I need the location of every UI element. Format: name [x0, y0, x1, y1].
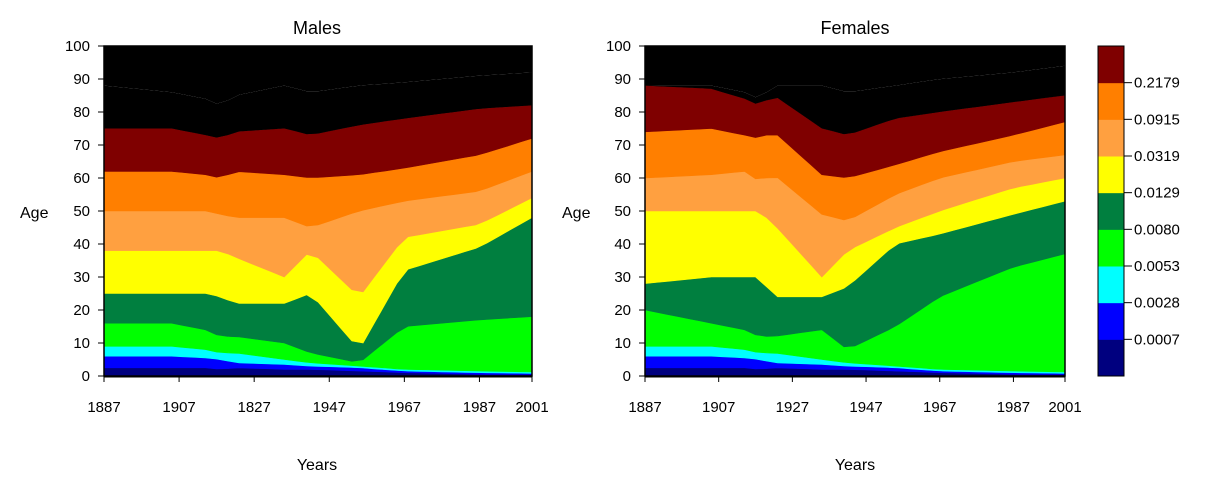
x-tick-label: 1887	[87, 399, 120, 416]
legend-frame	[1097, 45, 1125, 377]
y-tick-label: 30	[73, 269, 90, 286]
males-y-axis: 0 10 20 30 40 50 60 70 80 90 100	[65, 38, 104, 385]
heatmap-band-11	[104, 46, 532, 104]
legend-label: 0.0080	[1134, 221, 1180, 238]
x-tick-label: 1967	[388, 399, 421, 416]
legend-swatch	[1098, 119, 1124, 157]
y-tick-label: 40	[73, 236, 90, 253]
males-x-axis-label: Years	[297, 457, 337, 474]
y-tick-label: 50	[614, 203, 631, 220]
y-tick-label: 50	[73, 203, 90, 220]
heatmap-band-11	[645, 46, 1065, 98]
y-tick-label: 90	[614, 71, 631, 88]
y-tick-label: 60	[614, 170, 631, 187]
y-tick-label: 60	[73, 170, 90, 187]
y-tick-label: 0	[82, 368, 90, 385]
y-tick-label: 20	[73, 302, 90, 319]
females-heatmap	[644, 46, 1066, 377]
legend-label: 0.0007	[1134, 331, 1180, 348]
y-tick-label: 100	[65, 38, 90, 55]
x-tick-label: 1967	[923, 399, 956, 416]
females-y-axis-label: Age	[562, 205, 591, 222]
y-tick-label: 70	[614, 137, 631, 154]
legend-swatch	[1098, 46, 1124, 84]
x-tick-label: 1947	[849, 399, 882, 416]
x-tick-label: 1987	[463, 399, 496, 416]
x-tick-label: 1827	[237, 399, 270, 416]
x-tick-label: 2001	[515, 399, 548, 416]
legend-label: 0.0915	[1134, 111, 1180, 128]
heatmap-band-10	[645, 65, 1065, 135]
y-tick-label: 100	[606, 38, 631, 55]
x-tick-label: 1987	[997, 399, 1030, 416]
y-tick-label: 70	[73, 137, 90, 154]
y-tick-label: 80	[73, 104, 90, 121]
y-tick-label: 10	[614, 335, 631, 352]
males-y-axis-label: Age	[20, 205, 49, 222]
males-heatmap	[103, 46, 533, 377]
y-tick-label: 40	[614, 236, 631, 253]
legend-swatch	[1098, 229, 1124, 267]
y-tick-label: 20	[614, 302, 631, 319]
y-tick-label: 90	[73, 71, 90, 88]
y-tick-label: 80	[614, 104, 631, 121]
x-tick-label: 1927	[776, 399, 809, 416]
y-tick-label: 30	[614, 269, 631, 286]
y-tick-label: 0	[623, 368, 631, 385]
males-title: Males	[293, 18, 341, 38]
x-tick-label: 1887	[628, 399, 661, 416]
heatmap-band-10	[104, 72, 532, 138]
legend-swatch	[1098, 192, 1124, 230]
legend-label: 0.0129	[1134, 185, 1180, 202]
legend-swatch	[1098, 266, 1124, 304]
females-title: Females	[820, 18, 889, 38]
legend-label: 0.0319	[1134, 148, 1180, 165]
x-tick-label: 1907	[702, 399, 735, 416]
females-y-axis: 0 10 20 30 40 50 60 70 80 90 100	[606, 38, 645, 385]
x-tick-label: 2001	[1048, 399, 1081, 416]
y-tick-label: 10	[73, 335, 90, 352]
legend-swatch	[1098, 82, 1124, 120]
females-x-axis: 1887 1907 1927 1947 1967 1987 2001	[628, 376, 1082, 416]
males-x-axis: 1887 1907 1827 1947 1967 1987 2001	[87, 376, 549, 416]
legend-label: 0.0053	[1134, 258, 1180, 275]
females-x-axis-label: Years	[835, 457, 875, 474]
legend-swatch	[1098, 302, 1124, 340]
legend-swatch	[1098, 339, 1124, 377]
legend-label: 0.0028	[1134, 295, 1180, 312]
legend-swatch	[1098, 156, 1124, 194]
color-legend: 0.0007 0.0028 0.0053 0.0080 0.0129 0.0319 0.09…	[1097, 45, 1180, 377]
x-tick-label: 1907	[162, 399, 195, 416]
males-panel: Males 0 10 20 30 40 50 60 70 80 90 100 1887 1907 182…	[20, 18, 549, 474]
legend-label: 0.2179	[1134, 75, 1180, 92]
x-tick-label: 1947	[313, 399, 346, 416]
